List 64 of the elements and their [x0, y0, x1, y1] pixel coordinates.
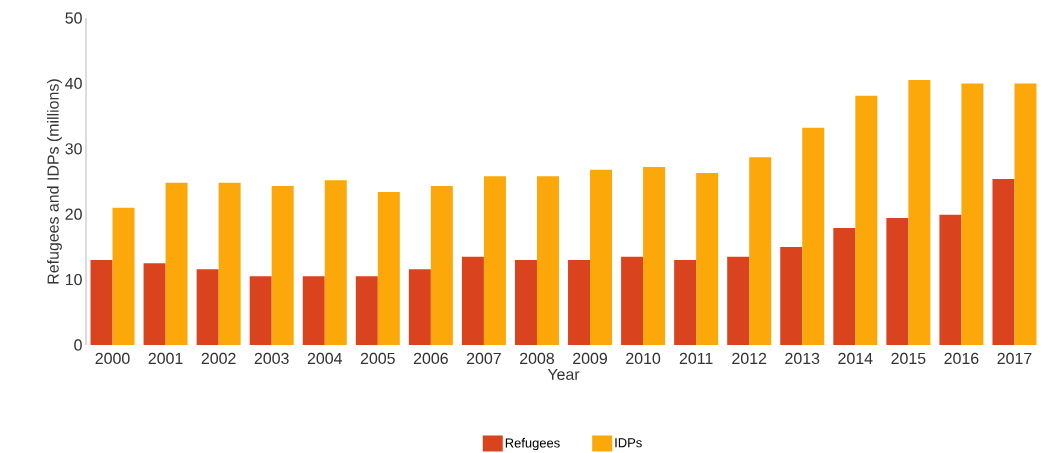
bar: [430, 185, 453, 345]
bar: [855, 95, 878, 345]
x-tick-label: 2013: [785, 352, 820, 364]
y-tick-label: 0: [74, 339, 82, 351]
bar: [165, 182, 188, 345]
bar: [908, 79, 931, 345]
bar: [802, 127, 825, 345]
bar: [886, 217, 909, 345]
bar: [780, 246, 803, 345]
y-tick-label: 40: [65, 77, 82, 89]
bar: [377, 191, 400, 345]
bar: [674, 259, 697, 345]
y-tick-label: 30: [65, 142, 82, 155]
x-tick-label: 2006: [413, 352, 448, 364]
x-tick-label: 2009: [573, 352, 607, 364]
legend-label: Refugees: [505, 437, 560, 450]
bar: [112, 207, 135, 345]
y-axis-title: Refugees and IDPs (millions): [47, 79, 62, 284]
x-tick-label: 2001: [148, 352, 183, 364]
x-tick-label: 2000: [95, 352, 130, 364]
x-tick-label: 2008: [520, 352, 555, 364]
x-tick-label: 2012: [732, 352, 767, 364]
x-tick-label: 2002: [201, 352, 236, 364]
x-tick-label: 2016: [944, 352, 979, 364]
bar: [408, 268, 431, 345]
bar: [90, 259, 113, 345]
bar: [514, 259, 537, 345]
bar: [568, 259, 591, 345]
bar: [621, 256, 644, 345]
x-tick-label: 2004: [307, 352, 342, 364]
x-tick-label: 2005: [360, 352, 395, 364]
x-tick-label: 2011: [679, 352, 713, 364]
bar: [355, 276, 378, 345]
bar: [590, 169, 613, 345]
bar: [196, 268, 219, 345]
bar: [461, 256, 484, 345]
bar: [749, 157, 772, 345]
x-tick-label: 2014: [838, 352, 873, 364]
x-axis-title: Year: [547, 368, 580, 380]
bar: [249, 276, 272, 345]
bar: [961, 83, 984, 345]
y-tick-label: 50: [65, 12, 82, 24]
bar: [218, 182, 241, 345]
bar: [643, 166, 666, 345]
legend-label: IDPs: [615, 438, 642, 448]
bar: [143, 263, 166, 345]
bar: [483, 176, 506, 345]
bar: [302, 276, 325, 345]
x-tick-label: 2007: [466, 352, 501, 364]
y-tick-label: 20: [65, 208, 82, 220]
bar: [833, 227, 856, 345]
bar: [696, 172, 719, 345]
bar: [992, 178, 1015, 345]
x-tick-label: 2015: [891, 352, 926, 364]
bar: [271, 185, 294, 345]
bar: [1014, 83, 1037, 345]
y-tick-label: 10: [65, 273, 82, 285]
bar: [536, 176, 559, 345]
x-tick-label: 2003: [254, 352, 289, 364]
bar: [939, 214, 962, 345]
x-tick-label: 2010: [626, 352, 661, 364]
x-tick-label: 2017: [997, 352, 1032, 364]
bar: [727, 256, 750, 345]
bar: [324, 179, 347, 345]
